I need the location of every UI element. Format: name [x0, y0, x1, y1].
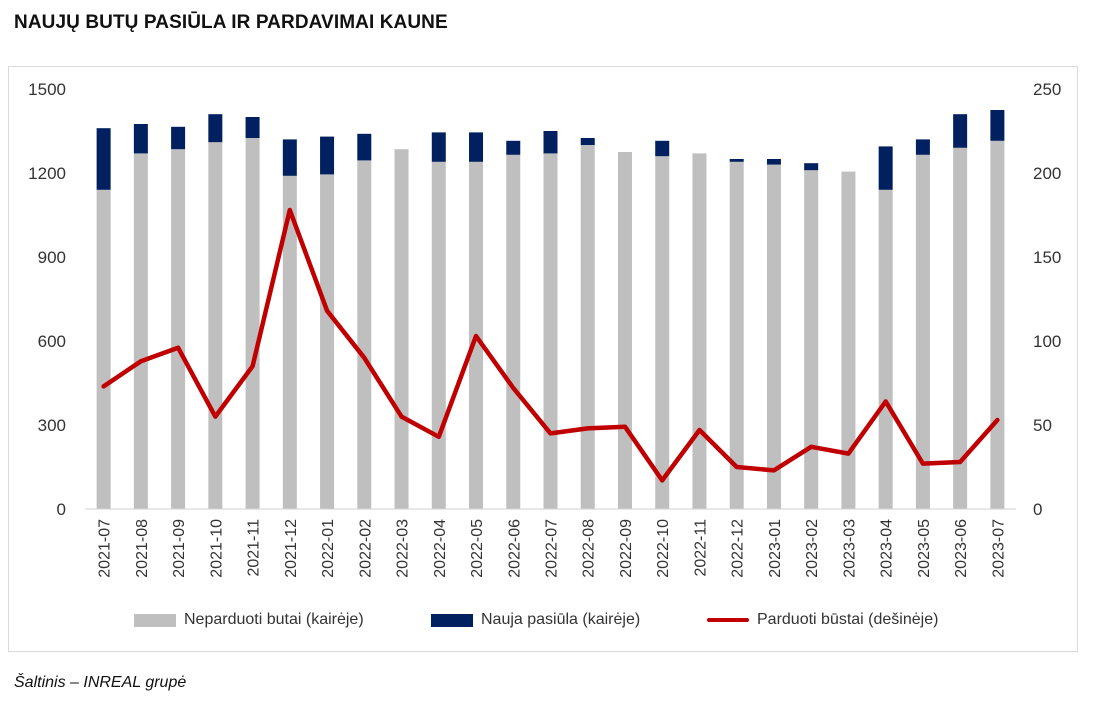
x-tick-label: 2022-05 — [469, 519, 486, 578]
bar-unsold — [320, 174, 335, 509]
bar-new-supply — [320, 136, 335, 175]
legend-label-new-supply: Nauja pasiūla (kairėje) — [481, 611, 641, 628]
y-right-tick-label: 100 — [1033, 332, 1061, 351]
y-left-tick-label: 0 — [57, 500, 66, 519]
bar-unsold — [729, 161, 744, 510]
bar-new-supply — [766, 159, 781, 165]
bar-unsold — [506, 154, 521, 510]
x-tick-label: 2021-11 — [246, 519, 263, 577]
bar-unsold — [171, 149, 186, 509]
bar-new-supply — [357, 133, 372, 161]
bar-unsold — [655, 156, 670, 509]
bar-new-supply — [245, 117, 260, 138]
bar-unsold — [543, 153, 558, 509]
x-tick-label: 2021-07 — [97, 519, 114, 578]
x-tick-label: 2021-08 — [134, 519, 151, 578]
x-tick-label: 2021-10 — [208, 519, 225, 578]
bar-new-supply — [282, 139, 297, 176]
bar-unsold — [357, 160, 372, 509]
legend-swatch-sold — [707, 618, 749, 622]
chart-title: NAUJŲ BUTŲ PASIŪLA IR PARDAVIMAI KAUNE — [14, 12, 448, 33]
bar-unsold — [617, 152, 632, 509]
bar-unsold — [804, 170, 819, 509]
x-tick-label: 2021-09 — [171, 519, 188, 578]
legend-swatch-unsold — [134, 613, 176, 627]
bar-new-supply — [171, 126, 186, 150]
x-tick-label: 2023-01 — [767, 519, 784, 578]
legend-item-unsold: Neparduoti butai (kairėje) — [134, 608, 364, 632]
bar-unsold — [990, 140, 1005, 510]
x-tick-label: 2023-04 — [879, 519, 896, 578]
bar-new-supply — [580, 138, 595, 145]
legend-label-unsold: Neparduoti butai (kairėje) — [184, 611, 364, 628]
bar-new-supply — [133, 124, 148, 154]
y-left-tick-label: 900 — [38, 248, 66, 267]
y-right-tick-label: 50 — [1033, 416, 1052, 435]
bar-new-supply — [543, 131, 558, 154]
x-tick-label: 2022-04 — [432, 519, 449, 578]
y-left-tick-label: 300 — [38, 416, 66, 435]
bar-new-supply — [96, 128, 111, 190]
x-tick-label: 2023-03 — [841, 519, 858, 578]
bar-new-supply — [915, 139, 930, 155]
legend-item-new-supply: Nauja pasiūla (kairėje) — [431, 608, 640, 632]
bar-new-supply — [655, 140, 670, 157]
y-right-tick-label: 250 — [1033, 80, 1061, 99]
y-right-tick-label: 0 — [1033, 500, 1042, 519]
line-sold — [101, 207, 1000, 483]
legend-label-sold: Parduoti būstai (dešinėje) — [757, 611, 939, 628]
chart-legend: Neparduoti butai (kairėje) Nauja pasiūla… — [0, 608, 1094, 632]
bar-unsold — [282, 175, 297, 510]
bar-new-supply — [469, 132, 484, 162]
x-tick-label: 2023-06 — [953, 519, 970, 578]
source-note: Šaltinis – INREAL grupė — [14, 674, 187, 691]
x-tick-label: 2022-11 — [693, 519, 710, 577]
x-tick-label: 2022-01 — [320, 519, 337, 578]
bar-unsold — [878, 189, 893, 510]
x-tick-label: 2022-03 — [395, 519, 412, 578]
bar-unsold — [766, 164, 781, 509]
bar-new-supply — [729, 159, 744, 162]
bar-new-supply — [431, 132, 446, 162]
bar-unsold — [841, 171, 856, 509]
x-tick-label: 2022-12 — [730, 519, 747, 578]
bar-new-supply — [506, 140, 521, 155]
x-tick-label: 2022-09 — [618, 519, 635, 578]
x-tick-label: 2022-02 — [357, 519, 374, 578]
x-tick-label: 2023-02 — [804, 519, 821, 578]
x-tick-label: 2023-05 — [916, 519, 933, 578]
legend-swatch-new-supply — [431, 613, 473, 627]
x-tick-label: 2022-10 — [655, 519, 672, 578]
bar-new-supply — [804, 163, 819, 171]
y-right-tick-label: 200 — [1033, 164, 1061, 183]
chart-frame — [8, 66, 1078, 652]
bar-unsold — [431, 161, 446, 510]
x-tick-label: 2022-08 — [581, 519, 598, 578]
x-tick-label: 2023-07 — [990, 519, 1007, 578]
bar-unsold — [580, 145, 595, 509]
x-tick-label: 2022-07 — [544, 519, 561, 578]
bar-unsold — [915, 154, 930, 510]
bar-unsold — [245, 138, 260, 509]
bar-unsold — [96, 189, 111, 510]
legend-item-sold: Parduoti būstai (dešinėje) — [707, 608, 938, 632]
bar-unsold — [692, 153, 707, 509]
bar-unsold — [133, 153, 148, 509]
bar-unsold — [394, 149, 409, 509]
bar-new-supply — [878, 146, 893, 190]
y-left-tick-label: 1500 — [28, 80, 66, 99]
x-tick-label: 2022-06 — [506, 519, 523, 578]
x-tick-label: 2021-12 — [283, 519, 300, 578]
y-left-tick-label: 600 — [38, 332, 66, 351]
bar-unsold — [953, 147, 968, 510]
y-left-tick-label: 1200 — [28, 164, 66, 183]
bar-new-supply — [990, 110, 1005, 141]
bar-new-supply — [953, 114, 968, 148]
bar-unsold — [208, 142, 223, 509]
y-right-tick-label: 150 — [1033, 248, 1061, 267]
bar-new-supply — [208, 114, 223, 143]
